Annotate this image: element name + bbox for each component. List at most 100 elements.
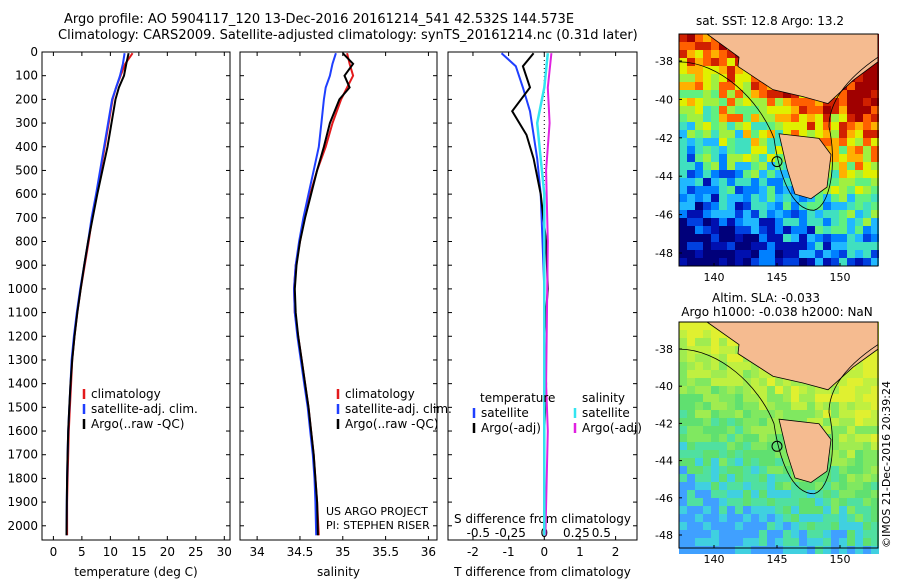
map-cell xyxy=(863,210,871,218)
map-cell xyxy=(727,466,735,474)
map-cell xyxy=(695,410,703,418)
map-cell xyxy=(831,130,839,138)
map-cell xyxy=(703,354,711,362)
map-cell xyxy=(695,386,703,394)
map-cell xyxy=(815,194,823,202)
map-cell xyxy=(687,538,695,546)
map-cell xyxy=(751,98,759,106)
map-cell xyxy=(799,202,807,210)
depth-tick-label: 900 xyxy=(15,258,38,272)
map-cell xyxy=(799,506,807,514)
map-cell xyxy=(703,450,711,458)
map-cell xyxy=(847,466,855,474)
map-cell xyxy=(783,258,791,266)
map-lat-label: -40 xyxy=(655,380,673,393)
legend-label: climatology xyxy=(91,387,161,401)
map-cell xyxy=(871,490,879,498)
depth-tick-label: 1700 xyxy=(7,448,38,462)
map-cell xyxy=(807,258,815,266)
map-cell xyxy=(855,106,863,114)
map-cell xyxy=(871,506,879,514)
map-cell xyxy=(807,410,815,418)
legend-label: Argo(-adj) xyxy=(582,421,642,435)
map-cell xyxy=(799,130,807,138)
x-tick-label: 1 xyxy=(576,545,584,559)
map-cell xyxy=(711,330,719,338)
map-cell xyxy=(687,450,695,458)
map-cell xyxy=(767,506,775,514)
map-cell xyxy=(847,194,855,202)
map-cell xyxy=(735,162,743,170)
map-cell xyxy=(807,386,815,394)
copyright-stamp: ©IMOS 21-Dec-2016 20:39:24 xyxy=(880,381,893,548)
map-cell xyxy=(727,90,735,98)
map-cell xyxy=(679,506,687,514)
map-cell xyxy=(751,450,759,458)
map-cell xyxy=(703,42,711,50)
map-cell xyxy=(871,434,879,442)
map-cell xyxy=(775,426,783,434)
map-cell xyxy=(711,98,719,106)
map-cell xyxy=(727,58,735,66)
secondary-tick-label: 0.5 xyxy=(592,526,611,540)
map-cell xyxy=(727,98,735,106)
map-cell xyxy=(759,210,767,218)
series-line-satellite-adj--clim- xyxy=(65,53,126,536)
map-cell xyxy=(807,218,815,226)
map-cell xyxy=(863,218,871,226)
map-cell xyxy=(743,234,751,242)
map-cell xyxy=(743,458,751,466)
map-cell xyxy=(823,234,831,242)
map-cell xyxy=(703,98,711,106)
map-cell xyxy=(687,50,695,58)
map-cell xyxy=(751,458,759,466)
map-cell xyxy=(839,418,847,426)
map-cell xyxy=(799,522,807,530)
map-cell xyxy=(863,258,871,266)
x-axis-label: T difference from climatology xyxy=(453,565,631,579)
map-lon-label: 145 xyxy=(767,271,788,284)
map-cell xyxy=(823,482,831,490)
map-cell xyxy=(703,74,711,82)
map-cell xyxy=(799,538,807,546)
map-cell xyxy=(695,210,703,218)
map-cell xyxy=(791,218,799,226)
map-cell xyxy=(687,458,695,466)
map-cell xyxy=(679,458,687,466)
map-cell xyxy=(767,146,775,154)
map-cell xyxy=(855,530,863,538)
map-cell xyxy=(855,90,863,98)
map-cell xyxy=(743,506,751,514)
map-cell xyxy=(767,514,775,522)
map-cell xyxy=(711,434,719,442)
map-cell xyxy=(839,522,847,530)
depth-tick-label: 0 xyxy=(30,45,38,59)
map-cell xyxy=(807,122,815,130)
map-lon-label: 145 xyxy=(767,553,788,566)
map-cell xyxy=(711,74,719,82)
map-cell xyxy=(703,194,711,202)
map-cell xyxy=(815,122,823,130)
map-cell xyxy=(751,194,759,202)
map-cell xyxy=(831,138,839,146)
map-cell xyxy=(743,370,751,378)
map-cell xyxy=(711,538,719,546)
map-cell xyxy=(863,506,871,514)
map-cell xyxy=(727,106,735,114)
map-cell xyxy=(703,394,711,402)
map-cell xyxy=(703,362,711,370)
map-cell xyxy=(823,258,831,266)
map-cell xyxy=(751,170,759,178)
map-cell xyxy=(679,386,687,394)
map-cell xyxy=(751,402,759,410)
map-cell xyxy=(751,202,759,210)
map-cell xyxy=(711,170,719,178)
map-cell xyxy=(863,466,871,474)
map-cell xyxy=(871,178,879,186)
map-cell xyxy=(703,106,711,114)
map-cell xyxy=(847,90,855,98)
map-cell xyxy=(751,130,759,138)
legend-label: Argo(-adj) xyxy=(481,421,541,435)
secondary-axis-label: S difference from climatology xyxy=(454,512,631,526)
map-cell xyxy=(871,498,879,506)
